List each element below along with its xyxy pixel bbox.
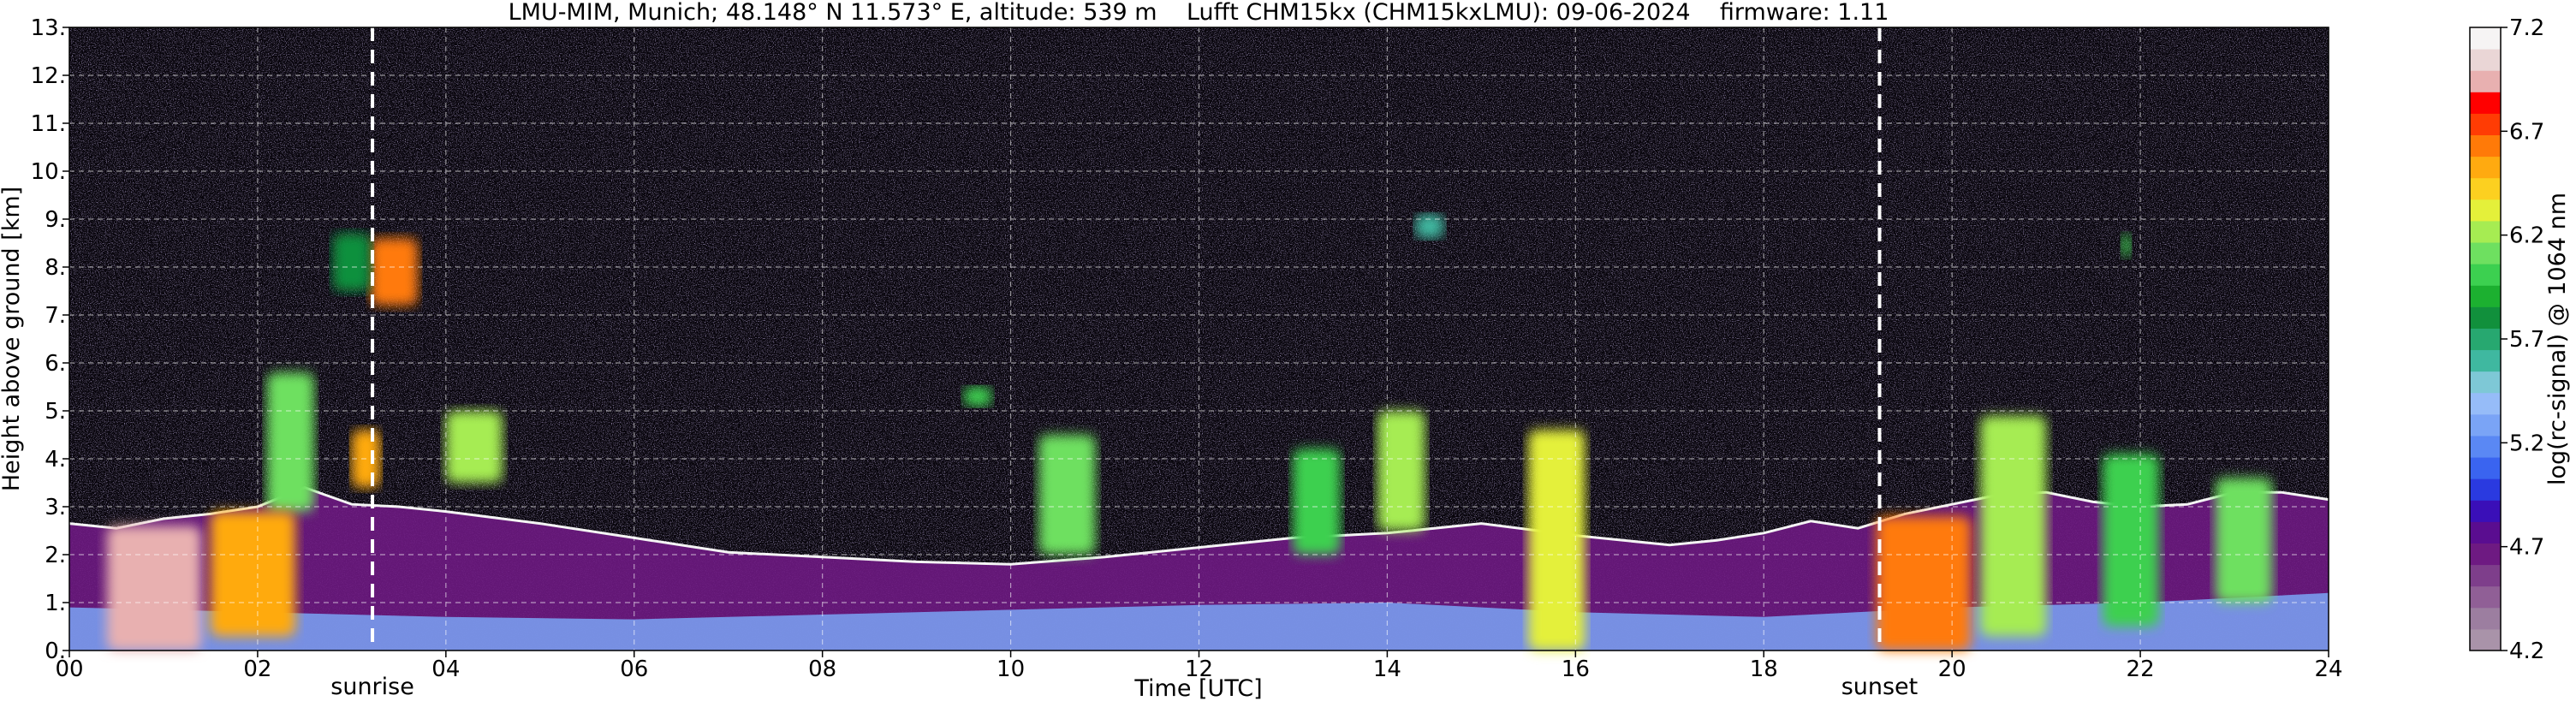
cloud-patch — [2216, 478, 2273, 603]
colorbar-cell — [2470, 413, 2501, 437]
colorbar-tick-label: 5.2 — [2509, 431, 2544, 456]
cloud-patch — [1528, 430, 1585, 651]
colorbar-tick-label: 6.7 — [2509, 119, 2544, 145]
colorbar-cell — [2470, 607, 2501, 630]
colorbar-cell — [2470, 543, 2501, 566]
x-tick-label: 12 — [1185, 656, 1213, 682]
colorbar-tick-label: 5.7 — [2509, 327, 2544, 353]
event-lines — [371, 27, 1882, 651]
colorbar-cell — [2470, 328, 2501, 351]
grid — [69, 27, 2329, 651]
event-labels: sunrise sunset — [330, 674, 1918, 700]
colorbar-cell — [2470, 478, 2501, 501]
colorbar-cell — [2470, 199, 2501, 222]
y-tick-label: 13. — [31, 15, 66, 41]
colorbar-cell — [2470, 457, 2501, 479]
x-tick-label: 18 — [1750, 656, 1778, 682]
colorbar-cell — [2470, 92, 2501, 114]
x-tick-label: 16 — [1562, 656, 1590, 682]
colorbar-cell — [2470, 113, 2501, 136]
cloud-patch — [1293, 449, 1341, 555]
y-tick-label: 4. — [45, 447, 66, 472]
cloud-patch — [332, 233, 371, 291]
colorbar-tick-label: 4.7 — [2509, 535, 2544, 561]
cloud-patch — [1377, 411, 1425, 531]
colorbar-tick-label: 6.2 — [2509, 223, 2544, 249]
chart-title: LMU-MIM, Munich; 48.148° N 11.573° E, al… — [509, 0, 1889, 26]
cloud-patch — [2103, 454, 2160, 627]
y-tick-label: 10. — [31, 159, 66, 185]
cloud-patch — [1980, 415, 2047, 637]
y-axis: 0. 1. 2. 3. 4. 5. 6. 7. 8. 9. 10. 11. 12. 13. — [31, 15, 69, 664]
colorbar-cell — [2470, 521, 2501, 544]
colorbar: 4.2 4.7 5.2 5.7 6.2 6.7 7.2 log(rc-signal) @ 1… — [2469, 15, 2571, 664]
x-tick-label: 06 — [620, 656, 648, 682]
colorbar-cell — [2470, 306, 2501, 329]
y-tick-label: 0. — [45, 639, 66, 664]
colorbar-cell — [2470, 585, 2501, 609]
x-tick-label: 10 — [996, 656, 1025, 682]
x-tick-label: 00 — [55, 656, 83, 682]
colorbar-cell — [2470, 435, 2501, 458]
x-tick-label: 22 — [2127, 656, 2155, 682]
y-tick-label: 6. — [45, 351, 66, 377]
colorbar-cell — [2470, 134, 2501, 157]
colorbar-cell — [2470, 156, 2501, 179]
boundary-layer-top — [68, 485, 2329, 566]
cloud-patch — [1415, 214, 1444, 239]
colorbar-cell — [2470, 500, 2501, 522]
x-tick-label: 04 — [431, 656, 460, 682]
colorbar-cell — [2470, 628, 2501, 651]
cloud-patch — [2121, 233, 2132, 258]
colorbar-cell — [2470, 285, 2501, 307]
y-tick-label: 5. — [45, 399, 66, 425]
colorbar-cell — [2470, 177, 2501, 200]
y-tick-label: 2. — [45, 543, 66, 568]
plot-area — [68, 27, 2329, 651]
y-tick-label: 12. — [31, 63, 66, 89]
colorbar-cell — [2470, 242, 2501, 264]
sunrise-label: sunrise — [330, 674, 414, 700]
cloud-patch — [1038, 435, 1096, 555]
x-tick-label: 02 — [243, 656, 271, 682]
colorbar-cell — [2470, 564, 2501, 587]
y-tick-label: 11. — [31, 111, 66, 137]
colorbar-cell — [2470, 371, 2501, 394]
sunset-label: sunset — [1841, 674, 1919, 700]
x-tick-label: 14 — [1373, 656, 1401, 682]
cloud-patch — [963, 387, 992, 407]
colorbar-cell — [2470, 392, 2501, 415]
colorbar-cell — [2470, 220, 2501, 243]
colorbar-cell — [2470, 264, 2501, 286]
colorbar-tick-label: 7.2 — [2509, 15, 2544, 41]
cloud-patch — [266, 372, 314, 512]
y-tick-label: 3. — [45, 495, 66, 520]
y-tick-label: 9. — [45, 207, 66, 233]
colorbar-scale — [2470, 27, 2501, 651]
y-axis-label: Height above ground [km] — [0, 187, 25, 491]
colorbar-tick-label: 4.2 — [2509, 639, 2544, 664]
x-axis-label: Time [UTC] — [1133, 675, 1262, 702]
x-tick-label: 20 — [1938, 656, 1966, 682]
cloud-patch — [445, 411, 503, 483]
x-tick-label: 08 — [808, 656, 836, 682]
cloud-patch — [1877, 516, 1972, 651]
cloud-patch — [370, 238, 418, 306]
x-tick-label: 24 — [2314, 656, 2342, 682]
x-axis: 00 02 04 06 08 10 12 14 16 18 20 22 24 — [55, 651, 2343, 682]
colorbar-label: log(rc-signal) @ 1064 nm — [2544, 193, 2571, 485]
colorbar-ticks: 4.2 4.7 5.2 5.7 6.2 6.7 7.2 — [2501, 15, 2544, 664]
y-tick-label: 7. — [45, 303, 66, 329]
colorbar-cell — [2470, 349, 2501, 372]
y-tick-label: 1. — [45, 591, 66, 616]
colorbar-cell — [2470, 27, 2501, 50]
cloud-patch — [106, 526, 201, 651]
y-tick-label: 8. — [45, 255, 66, 281]
cloud-patch — [210, 511, 295, 637]
colorbar-cell — [2470, 70, 2501, 92]
colorbar-cell — [2470, 49, 2501, 71]
